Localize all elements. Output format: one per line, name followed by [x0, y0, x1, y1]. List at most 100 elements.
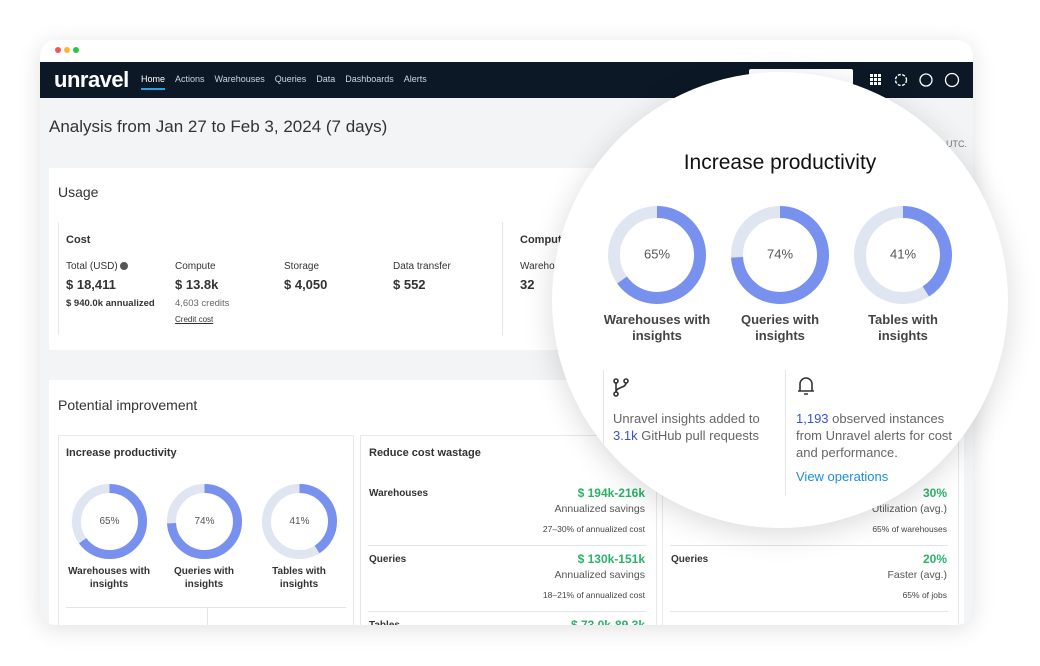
user-icon[interactable] [944, 72, 960, 88]
nav-item[interactable]: Warehouses [214, 74, 265, 84]
logo[interactable]: unravel [54, 67, 129, 92]
separator [670, 545, 948, 546]
nav-item[interactable]: Queries [274, 74, 307, 84]
row-value: $ 73.0k-89.3k [570, 618, 645, 625]
cost-box [58, 222, 949, 335]
donut-value: 74% [767, 246, 793, 261]
value: $ 13.8k [175, 277, 219, 292]
donut-label: Warehouses with insights [68, 566, 150, 590]
donut: 65% [71, 483, 147, 559]
row-note: 65% of jobs [902, 590, 947, 600]
donut-value: 65% [99, 516, 119, 527]
git-icon [613, 378, 629, 397]
donut-label: Tables with insights [868, 312, 938, 343]
count: 3.1k [613, 428, 638, 443]
close-dot[interactable] [55, 47, 61, 53]
donut-label: Queries with insights [740, 312, 820, 343]
separator [368, 545, 646, 546]
nav-item[interactable]: Dashboards [345, 74, 394, 84]
text: observed instances from Unravel alerts f… [796, 411, 953, 460]
donut-label: Queries with insights [173, 566, 234, 590]
divider [502, 222, 503, 335]
value: $ 4,050 [284, 277, 328, 292]
divider [785, 370, 786, 495]
donut-arc [731, 206, 829, 304]
row-note: 65% of warehouses [872, 524, 947, 534]
nav-items: Home Actions Warehouses Queries Data Dashboar… [141, 74, 427, 90]
row-label: Queries [671, 554, 709, 565]
donut: 65% [608, 206, 706, 304]
label: Warehouses [520, 261, 576, 272]
view-operations-link[interactable]: View operations [796, 469, 889, 484]
title-bar [40, 40, 973, 62]
label: Storage [284, 261, 320, 272]
page-title: Analysis from Jan 27 to Feb 3, 2024 (7 d… [49, 117, 388, 136]
count: 1,193 [796, 411, 829, 426]
donut-arc [166, 483, 242, 559]
donut-arc [261, 483, 337, 559]
donut: 41% [261, 483, 337, 559]
label: Total (USD) [66, 261, 118, 272]
divider [207, 607, 208, 625]
label: Total (USD) [66, 261, 129, 272]
divider [603, 370, 604, 495]
improvement-title: Potential improvement [58, 397, 198, 413]
row-value: 30% [922, 486, 947, 500]
row-value: $ 194k-216k [577, 486, 645, 500]
text: Unravel insights added to [613, 411, 760, 426]
settings-icon[interactable] [894, 73, 908, 87]
alerts-text: 1,193 observed instances from Unravel al… [796, 410, 954, 461]
compute-title: Compute [520, 234, 568, 246]
nav-item[interactable]: Alerts [403, 74, 427, 84]
nav-item[interactable]: Actions [175, 74, 205, 84]
separator [670, 611, 948, 612]
box-title: Reduce cost wastage [369, 447, 481, 459]
magnifier: Increase productivity Unravel insights a… [552, 72, 1008, 528]
row-label: Warehouses [369, 488, 429, 499]
label: Compute [175, 261, 216, 272]
github-text: Unravel insights added to 3.1k GitHub pu… [613, 410, 773, 444]
row-sub: Utilization (avg.) [871, 503, 947, 515]
donut-label: Tables with insights [272, 566, 326, 590]
info-icon[interactable] [120, 262, 129, 270]
minimize-dot[interactable] [64, 47, 70, 53]
note: 4,603 credits [175, 298, 230, 309]
row-label: Tables [369, 620, 400, 625]
help-icon[interactable] [919, 73, 933, 87]
apps-icon[interactable] [870, 74, 881, 85]
wastage-box [360, 435, 657, 625]
zoom-title: Increase productivity [683, 151, 877, 174]
row-label: Queries [369, 554, 407, 565]
timezone: UTC. [946, 139, 967, 149]
donut-value: 41% [890, 246, 916, 261]
donut-value: 65% [644, 246, 670, 261]
productivity-box [58, 435, 354, 625]
donut: 41% [854, 206, 952, 304]
separator [66, 607, 346, 608]
value: 32 [520, 277, 535, 292]
usage-title: Usage [58, 184, 99, 200]
donut-label: Warehouses with insights [603, 312, 711, 343]
separator [368, 611, 646, 612]
row-sub: Annualized savings [554, 503, 645, 515]
link[interactable]: Credit cost [175, 315, 214, 324]
row-value: 20% [922, 552, 947, 566]
row-value: $ 130k-151k [577, 552, 645, 566]
row-note: 27–30% of annualized cost [542, 524, 645, 534]
donut-arc [71, 483, 147, 559]
donut-value: 41% [289, 516, 309, 527]
maximize-dot[interactable] [73, 47, 79, 53]
row-sub: Faster (avg.) [887, 569, 947, 581]
nav-item[interactable]: Data [316, 74, 336, 84]
label: Data transfer [393, 261, 451, 272]
nav-icons [870, 72, 960, 88]
donut: 74% [731, 206, 829, 304]
nav-item[interactable]: Home [141, 74, 166, 90]
donut-value: 74% [194, 516, 214, 527]
text: GitHub pull requests [641, 428, 759, 443]
box-title: Increase productivity [66, 447, 177, 459]
donut-arc [854, 206, 952, 304]
row-note: 18–21% of annualized cost [542, 590, 645, 600]
row-sub: Annualized savings [554, 569, 645, 581]
